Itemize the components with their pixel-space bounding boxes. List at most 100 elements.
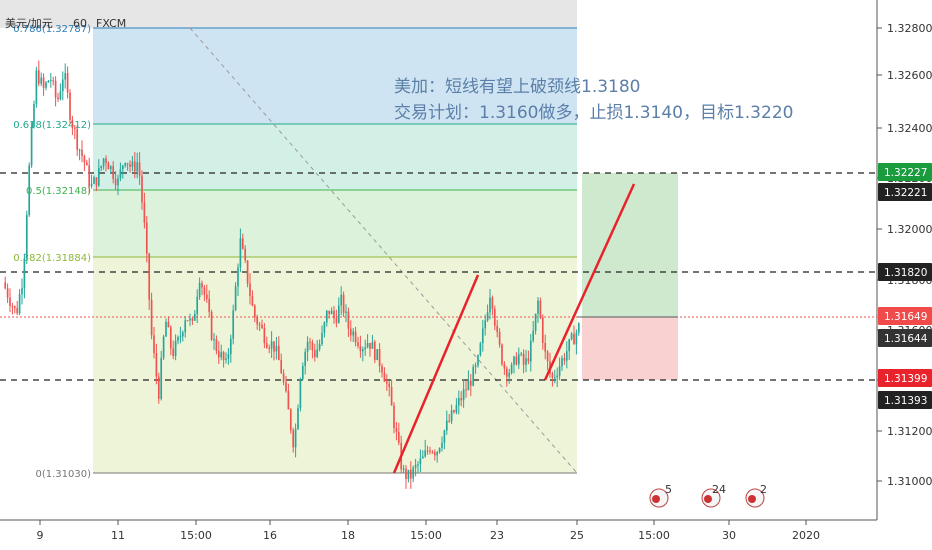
candle-body	[513, 356, 515, 365]
time-axis[interactable]: 9 11 15:00 16 18 15:00 23 25 15:00 30 2020	[37, 520, 821, 542]
candle-body	[491, 297, 494, 309]
candle-body	[40, 77, 43, 84]
fib-label-786: 0.786(1.32787)	[13, 24, 91, 35]
trendline-2[interactable]	[543, 183, 636, 381]
candle-body	[129, 164, 131, 167]
candle-body	[47, 80, 50, 83]
candle-body	[73, 127, 76, 129]
candle-body	[198, 283, 201, 297]
candle-body	[472, 366, 475, 386]
candle-body	[481, 328, 484, 344]
candle-body	[227, 354, 230, 359]
price-tick-label: 1.31200	[887, 425, 932, 438]
candle-body	[330, 310, 333, 315]
candle-body	[69, 92, 71, 120]
candle-body	[467, 380, 470, 391]
candle-body	[501, 344, 503, 365]
candle-body	[136, 162, 139, 172]
candle-body	[333, 310, 335, 319]
candle-body	[407, 469, 410, 480]
event-marker-1[interactable]: 5	[649, 483, 672, 508]
candle-body	[469, 380, 472, 386]
price-tick-label: 1.32800	[887, 22, 932, 35]
time-tick-label: 15:00	[638, 529, 670, 542]
trendline-1[interactable]	[392, 274, 480, 474]
candle-body	[93, 177, 95, 184]
price-label-bg	[878, 163, 932, 181]
candle-body	[323, 322, 326, 333]
candle-body	[13, 306, 16, 308]
fib-label-0: 0(1.31030)	[35, 469, 91, 480]
price-tick-label: 1.31000	[887, 475, 932, 488]
candle-body	[217, 350, 220, 358]
candle-body	[489, 297, 491, 313]
svg-text:5: 5	[665, 483, 672, 496]
candle-body	[155, 353, 158, 377]
time-tick-label: 30	[722, 529, 736, 542]
candle-body	[503, 364, 506, 369]
candle-body	[287, 391, 290, 410]
candle-body	[292, 430, 295, 448]
candle-body	[33, 103, 35, 127]
candle-body	[131, 161, 134, 167]
candle-body	[184, 320, 187, 333]
event-marker-3[interactable]: 2	[745, 483, 767, 508]
candle-body	[429, 450, 431, 452]
candle-body	[105, 158, 107, 164]
candle-body	[390, 387, 393, 406]
candle-body	[66, 73, 69, 93]
candle-body	[52, 80, 55, 82]
candle-body	[167, 321, 170, 328]
fib-zone-382-0	[93, 257, 577, 473]
candle-body	[253, 305, 256, 318]
candle-body	[208, 298, 211, 312]
price-label-text: 1.31644	[884, 333, 928, 345]
candle-body	[443, 430, 446, 443]
symbol-exchange: FXCM	[96, 17, 126, 30]
target-zone	[582, 173, 678, 317]
candle-body	[325, 310, 328, 323]
fib-zone-618-500	[93, 124, 577, 190]
candle-body	[417, 464, 419, 466]
candle-body	[189, 318, 191, 321]
candle-body	[532, 330, 535, 341]
candle-body	[364, 347, 367, 350]
candle-body	[441, 442, 443, 449]
candle-body	[462, 389, 465, 401]
candle-body	[359, 346, 362, 352]
candle-body	[112, 166, 115, 179]
candle-body	[97, 168, 100, 186]
candle-body	[479, 343, 482, 356]
candle-body	[234, 286, 237, 311]
candle-body	[21, 288, 23, 295]
candle-body	[270, 341, 273, 349]
time-tick-label: 16	[263, 529, 277, 542]
candle-body	[337, 305, 340, 323]
candle-body	[265, 343, 268, 348]
candle-body	[237, 267, 239, 287]
candle-body	[18, 294, 21, 314]
candle-body	[273, 341, 275, 352]
candle-body	[76, 128, 79, 150]
candle-body	[16, 307, 19, 314]
symbol-timeframe: 60	[73, 17, 87, 30]
candle-body	[119, 169, 122, 179]
candle-body	[145, 222, 148, 254]
candle-body	[251, 295, 254, 306]
candle-body	[126, 163, 129, 165]
candle-body	[558, 366, 561, 376]
price-label-text: 1.32227	[884, 167, 927, 179]
fib-label-500: 0.5(1.32148)	[26, 186, 91, 197]
event-marker-2[interactable]: 24	[701, 483, 726, 508]
candle-body	[309, 341, 311, 343]
candle-body	[30, 126, 33, 166]
candle-body	[484, 320, 487, 329]
candle-body	[172, 348, 175, 357]
candle-body	[169, 327, 172, 349]
candle-body	[570, 333, 573, 340]
price-label-text: 1.31393	[884, 395, 927, 407]
candle-body	[261, 324, 263, 329]
candle-body	[124, 163, 127, 166]
candle-body	[160, 357, 163, 399]
